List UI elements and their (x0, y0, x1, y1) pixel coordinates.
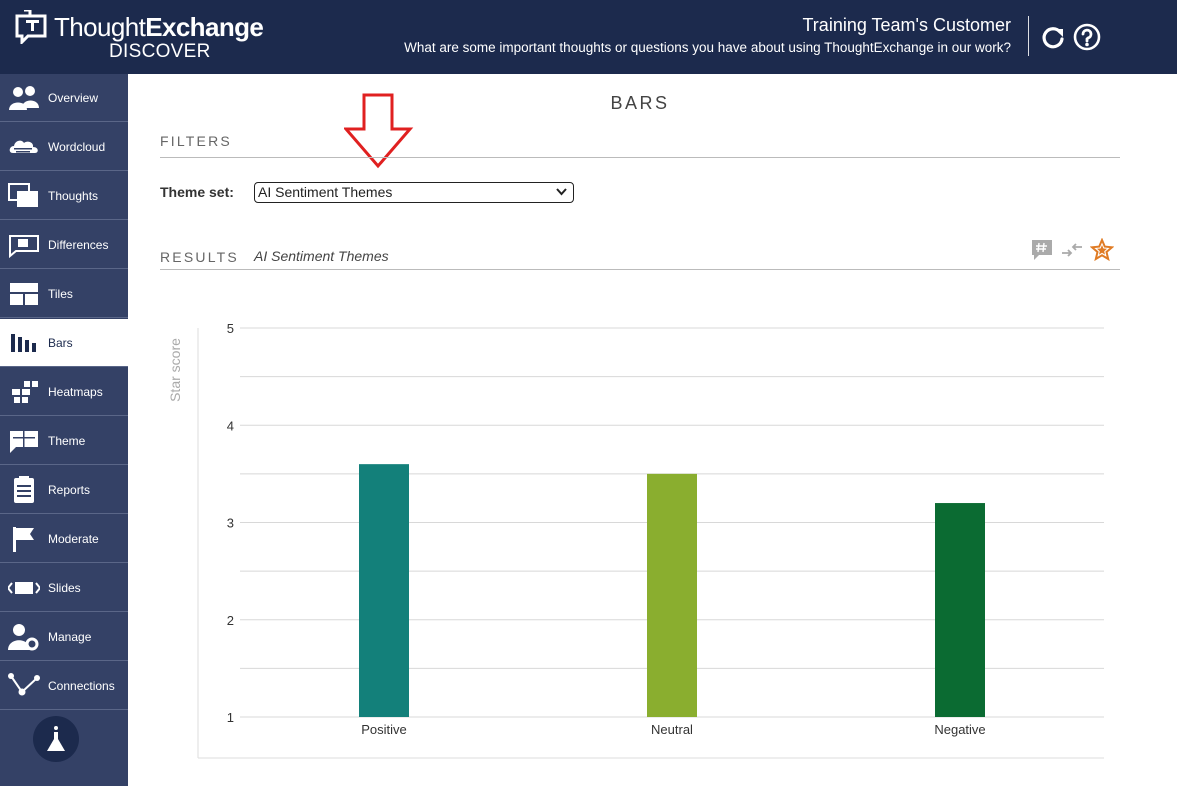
main-content: BARS FILTERS Theme set: AI Sentiment The… (128, 74, 1177, 786)
y-tick-label: 3 (227, 516, 234, 531)
y-tick-label: 2 (227, 613, 234, 628)
filters-divider (160, 157, 1120, 158)
theme-set-label: Theme set: (160, 184, 234, 200)
sidebar-item-slides[interactable]: Slides (0, 564, 128, 612)
sidebar-item-label: Moderate (48, 532, 99, 546)
exchange-question: What are some important thoughts or ques… (404, 40, 1011, 55)
sidebar-item-label: Tiles (48, 287, 73, 301)
y-tick-label: 1 (227, 710, 234, 725)
results-subtitle: AI Sentiment Themes (254, 248, 389, 264)
cloud-icon (9, 140, 38, 153)
star-score-bar-chart: 1 2 3 4 5 Star score Positive Neutral Negative (167, 321, 1104, 759)
sidebar-item-label: Overview (48, 91, 99, 105)
sidebar-item-tiles[interactable]: Tiles (0, 270, 128, 318)
sidebar-item-label: Bars (48, 336, 73, 350)
exchange-title: Training Team's Customer (802, 15, 1011, 35)
x-tick-label: Neutral (651, 722, 693, 737)
flask-icon (47, 726, 65, 751)
y-tick-label: 5 (227, 321, 234, 336)
sidebar-item-differences[interactable]: Differences (0, 221, 128, 269)
x-tick-label: Positive (361, 722, 407, 737)
help-icon[interactable] (1073, 23, 1101, 51)
filters-title: FILTERS (160, 133, 232, 149)
bar-negative (935, 503, 985, 717)
bar-neutral (647, 473, 697, 717)
star-icon[interactable] (1090, 238, 1114, 262)
differences-icon (9, 235, 39, 259)
sidebar-item-heatmaps[interactable]: Heatmaps (0, 368, 128, 416)
sidebar-item-connections[interactable]: Connections (0, 662, 128, 710)
manage-icon (8, 624, 39, 651)
sidebar-item-label: Slides (48, 581, 81, 595)
people-icon (9, 86, 39, 110)
flag-icon (13, 527, 34, 552)
slides-icon (8, 582, 40, 594)
compare-arrows-icon[interactable] (1060, 238, 1084, 262)
sidebar-item-label: Theme (48, 434, 86, 448)
y-tick-label: 4 (227, 418, 234, 433)
theme-set-value: AI Sentiment Themes (258, 184, 393, 200)
y-axis-label: Star score (167, 338, 183, 402)
results-title: RESULTS (160, 249, 239, 265)
sidebar-item-wordcloud[interactable]: Wordcloud (0, 123, 128, 171)
hashtag-comment-icon[interactable] (1030, 238, 1054, 262)
sidebar-item-label: Heatmaps (48, 385, 103, 399)
logo-icon (15, 10, 47, 44)
bars-icon (11, 334, 36, 352)
sidebar-item-reports[interactable]: Reports (0, 466, 128, 514)
logo-subtitle: DISCOVER (109, 41, 211, 62)
annotation-arrow-icon (344, 93, 414, 169)
logo-text: ThoughtExchange (54, 12, 264, 42)
sidebar-item-label: Connections (48, 679, 115, 693)
sidebar-item-label: Reports (48, 483, 91, 497)
reports-icon (14, 476, 34, 503)
thoughts-icon (8, 183, 38, 207)
sidebar-item-label: Thoughts (48, 189, 99, 203)
lab-button[interactable] (33, 716, 79, 762)
results-divider (160, 269, 1120, 270)
theme-set-select[interactable]: AI Sentiment Themes (254, 182, 574, 203)
chevron-down-icon (556, 188, 567, 196)
app-header: ThoughtExchange DISCOVER Training Team's… (0, 0, 1177, 74)
bar-positive (359, 464, 409, 717)
header-divider (1028, 16, 1029, 56)
tiles-icon (10, 283, 38, 305)
page-title: BARS (610, 93, 670, 113)
sidebar-item-label: Wordcloud (48, 140, 106, 154)
theme-icon (10, 431, 38, 453)
sidebar-item-theme[interactable]: Theme (0, 417, 128, 465)
heatmap-icon (12, 381, 38, 403)
sidebar-item-moderate[interactable]: Moderate (0, 515, 128, 563)
refresh-icon[interactable] (1039, 23, 1067, 51)
sidebar-item-thoughts[interactable]: Thoughts (0, 172, 128, 220)
sidebar-item-bars[interactable]: Bars (0, 319, 128, 367)
sidebar-item-label: Manage (48, 630, 92, 644)
thoughtexchange-logo[interactable]: ThoughtExchange DISCOVER (14, 8, 264, 68)
sidebar-item-manage[interactable]: Manage (0, 613, 128, 661)
sidebar-item-label: Differences (48, 238, 109, 252)
sidebar-item-overview[interactable]: Overview (0, 74, 128, 122)
sidebar-nav: Overview Wordcloud Thoughts Differences … (0, 74, 128, 786)
x-tick-label: Negative (934, 722, 985, 737)
connections-icon (8, 673, 40, 696)
